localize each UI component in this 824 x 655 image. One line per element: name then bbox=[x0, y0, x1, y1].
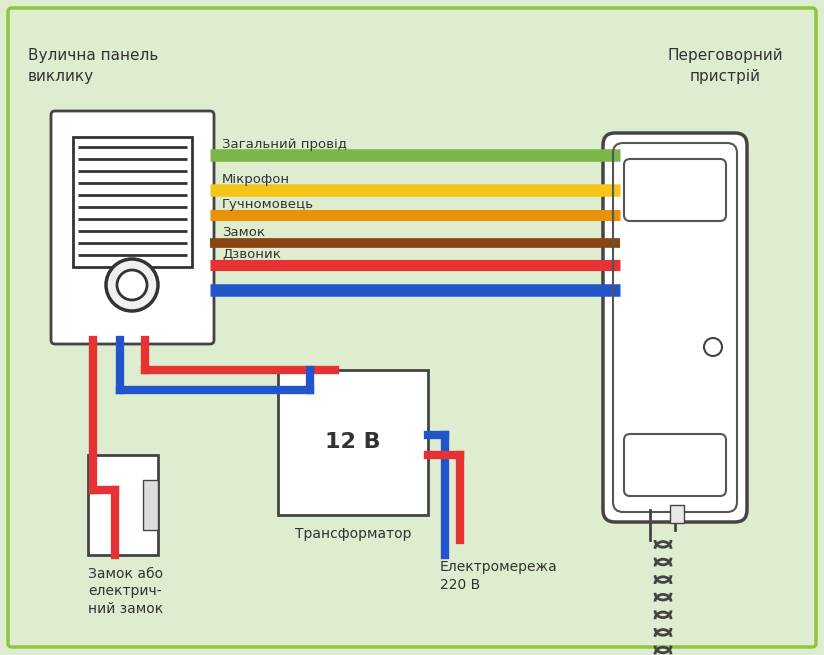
Text: 12 В: 12 В bbox=[325, 432, 381, 452]
Circle shape bbox=[117, 270, 147, 300]
Bar bbox=[670, 505, 684, 523]
FancyBboxPatch shape bbox=[73, 137, 192, 267]
Text: Дзвоник: Дзвоник bbox=[222, 248, 281, 261]
Text: Мікрофон: Мікрофон bbox=[222, 173, 290, 186]
FancyBboxPatch shape bbox=[624, 159, 726, 221]
Text: Замок: Замок bbox=[222, 226, 265, 239]
Text: Загальний провід: Загальний провід bbox=[222, 138, 347, 151]
FancyBboxPatch shape bbox=[8, 8, 816, 647]
Bar bbox=[88, 455, 158, 555]
FancyBboxPatch shape bbox=[624, 434, 726, 496]
Bar bbox=[143, 480, 158, 530]
FancyBboxPatch shape bbox=[51, 111, 214, 344]
Bar bbox=[278, 370, 428, 515]
Text: Електромережа
220 В: Електромережа 220 В bbox=[440, 560, 558, 592]
Text: Вулична панель
виклику: Вулична панель виклику bbox=[28, 48, 158, 84]
FancyBboxPatch shape bbox=[603, 133, 747, 522]
Text: Трансформатор: Трансформатор bbox=[295, 527, 411, 541]
Circle shape bbox=[106, 259, 158, 311]
Text: Гучномовець: Гучномовець bbox=[222, 198, 314, 211]
Text: Переговорний
пристрій: Переговорний пристрій bbox=[667, 48, 783, 84]
Circle shape bbox=[704, 338, 722, 356]
Text: Замок або
електрич-
ний замок: Замок або електрич- ний замок bbox=[88, 567, 163, 616]
